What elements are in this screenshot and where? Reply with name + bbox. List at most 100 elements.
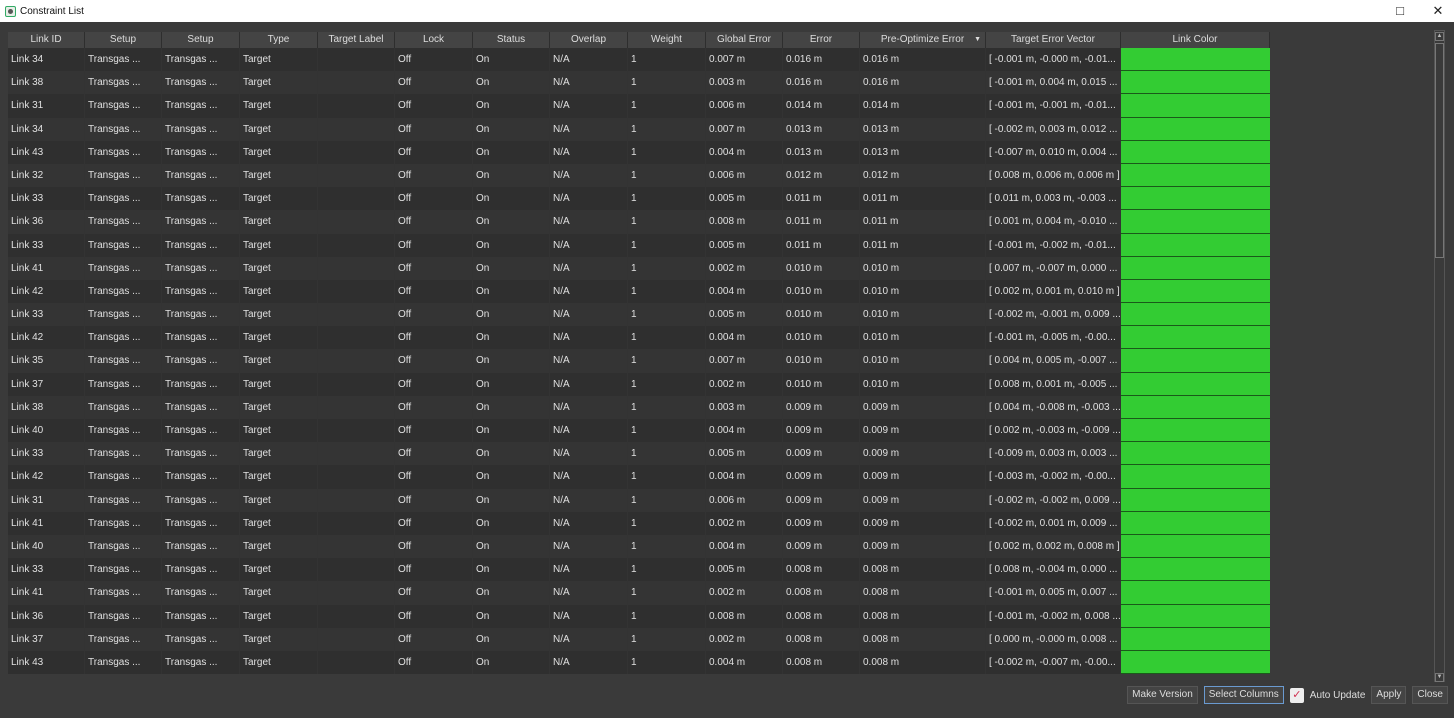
link-color-swatch[interactable] [1121,465,1270,489]
cell-target-label [318,233,395,257]
link-color-swatch[interactable] [1121,94,1270,118]
link-color-swatch[interactable] [1121,256,1270,280]
cell-status: On [473,140,550,164]
link-color-swatch[interactable] [1121,650,1270,675]
table-row[interactable]: Link 37 Transgas ... Transgas ... Target Off… [8,627,1270,651]
cell-global-error: 0.007 m [706,48,783,72]
table-row[interactable]: Link 35 Transgas ... Transgas ... Target Off… [8,349,1270,373]
link-color-swatch[interactable] [1121,279,1270,304]
link-color-swatch[interactable] [1121,117,1270,141]
vertical-scrollbar[interactable]: ▲ ▼ [1434,30,1445,682]
cell-error: 0.009 m [783,465,860,489]
link-color-swatch[interactable] [1121,140,1270,164]
cell-setup: Transgas ... [162,233,240,257]
cell-weight: 1 [628,210,706,234]
cell-error: 0.010 m [783,303,860,327]
table-row[interactable]: Link 40 Transgas ... Transgas ... Target Off… [8,419,1270,443]
select-columns-button[interactable]: Select Columns [1203,686,1284,704]
link-color-swatch[interactable] [1121,210,1270,234]
table-row[interactable]: Link 40 Transgas ... Transgas ... Target Off… [8,534,1270,559]
table-row[interactable]: Link 33 Transgas ... Transgas ... Target Off… [8,233,1270,257]
column-header-overlap[interactable]: Overlap [550,32,628,48]
column-header-type[interactable]: Type [240,32,318,48]
link-color-swatch[interactable] [1121,187,1270,211]
cell-setup: Transgas ... [85,71,162,95]
column-header-status[interactable]: Status [473,32,550,48]
table-row[interactable]: Link 38 Transgas ... Transgas ... Target Off… [8,71,1270,95]
link-color-swatch[interactable] [1121,534,1270,559]
scroll-thumb[interactable] [1435,43,1444,258]
scroll-up-icon[interactable]: ▲ [1435,32,1444,41]
table-row[interactable]: Link 33 Transgas ... Transgas ... Target Off… [8,442,1270,466]
table-row[interactable]: Link 33 Transgas ... Transgas ... Target Off… [8,303,1270,327]
apply-button[interactable]: Apply [1371,686,1407,704]
column-header-setup[interactable]: Setup [85,32,162,48]
column-header-weight[interactable]: Weight [628,32,706,48]
table-row[interactable]: Link 36 Transgas ... Transgas ... Target Off… [8,210,1270,234]
cell-pre-optimize-error: 0.008 m [860,558,986,582]
link-color-swatch[interactable] [1121,163,1270,188]
cell-overlap: N/A [550,419,628,443]
table-row[interactable]: Link 32 Transgas ... Transgas ... Target Off… [8,163,1270,188]
column-header-target-label[interactable]: Target Label [318,32,395,48]
table-row[interactable]: Link 34 Transgas ... Transgas ... Target Off… [8,48,1270,72]
link-color-swatch[interactable] [1121,488,1270,512]
link-color-swatch[interactable] [1121,326,1270,350]
link-color-swatch[interactable] [1121,581,1270,605]
cell-error: 0.009 m [783,511,860,535]
maximize-icon[interactable]: □ [1396,3,1404,18]
cell-global-error: 0.004 m [706,650,783,675]
link-color-swatch[interactable] [1121,349,1270,373]
link-color-swatch[interactable] [1121,604,1270,628]
constraint-table: Link ID Setup Setup Type Target Label Lock Sta… [8,32,1270,675]
cell-setup: Transgas ... [162,465,240,489]
link-color-swatch[interactable] [1121,71,1270,95]
cell-setup: Transgas ... [85,650,162,675]
cell-pre-optimize-error: 0.013 m [860,117,986,141]
table-row[interactable]: Link 36 Transgas ... Transgas ... Target Off… [8,604,1270,628]
link-color-swatch[interactable] [1121,372,1270,396]
table-row[interactable]: Link 31 Transgas ... Transgas ... Target Off… [8,488,1270,512]
table-row[interactable]: Link 41 Transgas ... Transgas ... Target Off… [8,581,1270,605]
column-header-target-error-vector[interactable]: Target Error Vector [986,32,1121,48]
column-header-error[interactable]: Error [783,32,860,48]
table-row[interactable]: Link 43 Transgas ... Transgas ... Target Off… [8,140,1270,164]
link-color-swatch[interactable] [1121,442,1270,466]
table-row[interactable]: Link 42 Transgas ... Transgas ... Target Off… [8,279,1270,304]
column-header-global-error[interactable]: Global Error [706,32,783,48]
column-header-link-color[interactable]: Link Color [1121,32,1270,48]
close-icon[interactable]: ✕ [1432,3,1444,18]
close-button[interactable]: Close [1412,686,1448,704]
table-row[interactable]: Link 33 Transgas ... Transgas ... Target Off… [8,558,1270,582]
table-row[interactable]: Link 31 Transgas ... Transgas ... Target Off… [8,94,1270,118]
link-color-swatch[interactable] [1121,395,1270,419]
scroll-down-icon[interactable]: ▼ [1435,673,1444,682]
link-color-swatch[interactable] [1121,627,1270,651]
link-color-swatch[interactable] [1121,48,1270,72]
link-color-swatch[interactable] [1121,233,1270,257]
link-color-swatch[interactable] [1121,419,1270,443]
table-row[interactable]: Link 43 Transgas ... Transgas ... Target Off… [8,650,1270,675]
auto-update-checkbox[interactable]: ✓ [1289,687,1304,703]
column-header-lock[interactable]: Lock [395,32,473,48]
cell-status: On [473,48,550,72]
table-row[interactable]: Link 38 Transgas ... Transgas ... Target Off… [8,395,1270,419]
table-row[interactable]: Link 33 Transgas ... Transgas ... Target Off… [8,187,1270,211]
link-color-swatch[interactable] [1121,511,1270,535]
link-color-swatch[interactable] [1121,558,1270,582]
table-row[interactable]: Link 41 Transgas ... Transgas ... Target Off… [8,256,1270,280]
link-color-swatch[interactable] [1121,303,1270,327]
table-row[interactable]: Link 34 Transgas ... Transgas ... Target Off… [8,117,1270,141]
table-row[interactable]: Link 42 Transgas ... Transgas ... Target Off… [8,465,1270,489]
column-header-setup[interactable]: Setup [162,32,240,48]
cell-setup: Transgas ... [162,395,240,419]
table-row[interactable]: Link 37 Transgas ... Transgas ... Target Off… [8,372,1270,396]
column-header-link-id[interactable]: Link ID [8,32,85,48]
cell-link-id: Link 34 [8,48,85,72]
table-row[interactable]: Link 41 Transgas ... Transgas ... Target Off… [8,511,1270,535]
column-header-pre-optimize-error[interactable]: Pre-Optimize Error ▼ [860,32,986,48]
cell-error: 0.011 m [783,233,860,257]
cell-target-error-vector: [ -0.003 m, -0.002 m, -0.00... [986,465,1121,489]
table-row[interactable]: Link 42 Transgas ... Transgas ... Target Off… [8,326,1270,350]
make-version-button[interactable]: Make Version [1127,686,1198,704]
